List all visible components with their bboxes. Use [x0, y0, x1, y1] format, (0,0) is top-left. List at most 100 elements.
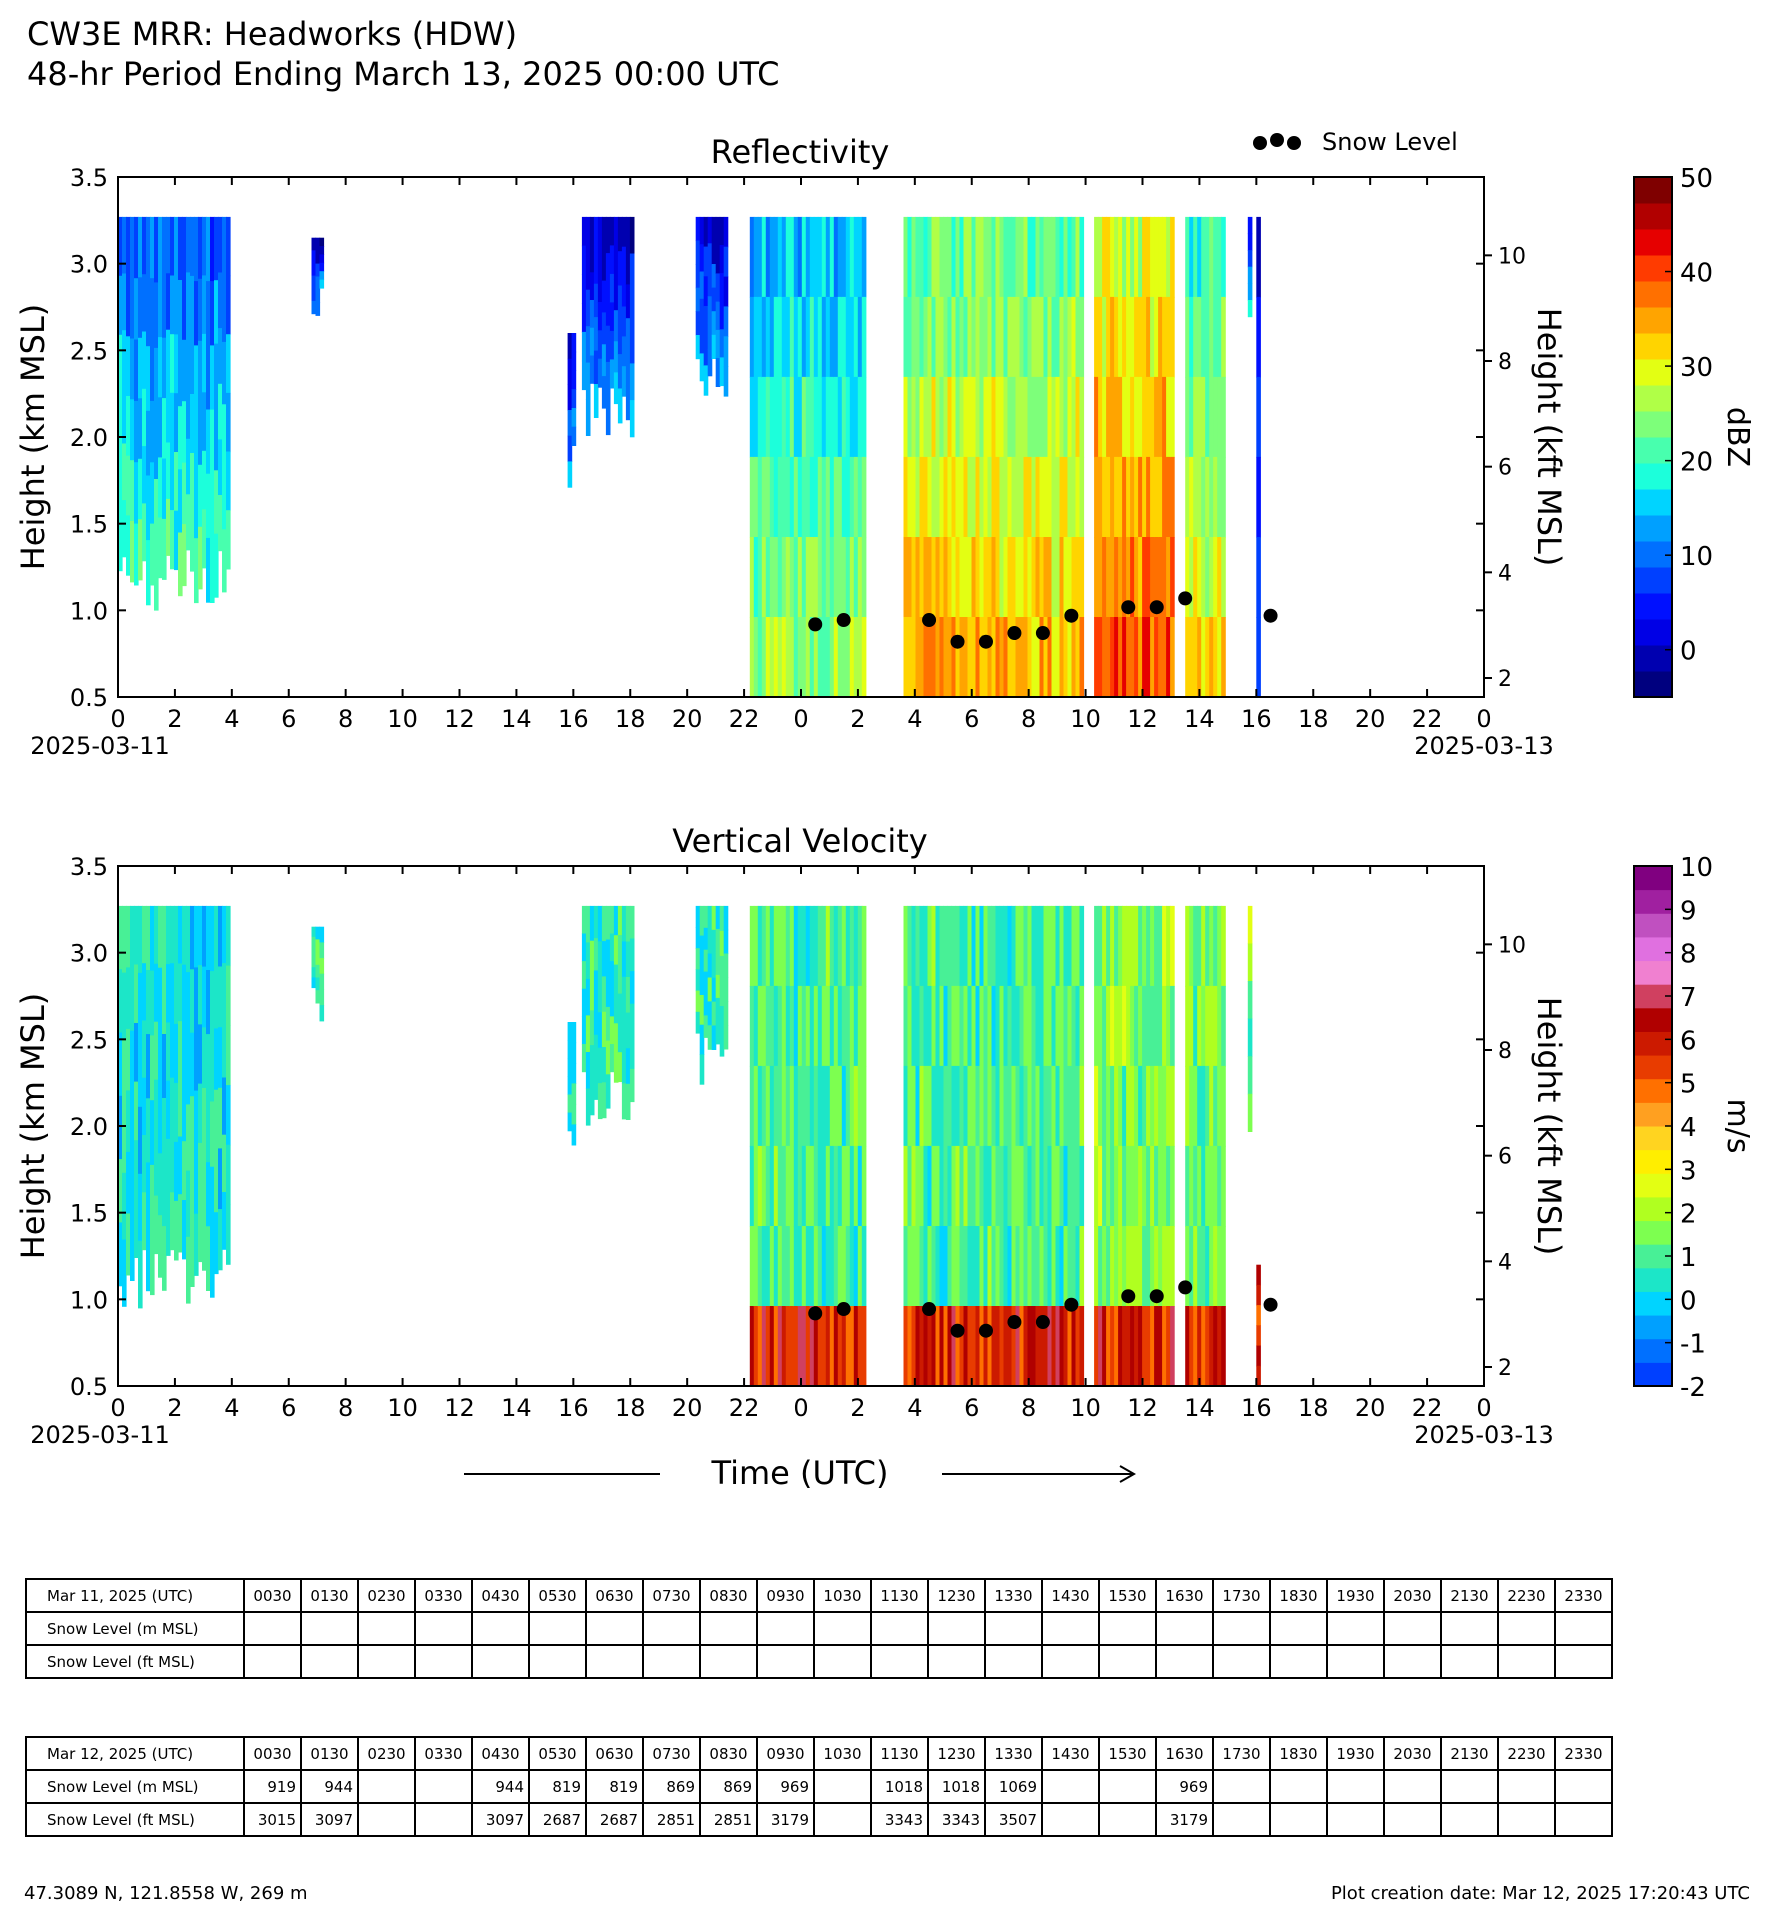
- table-cell: [1497, 1611, 1556, 1646]
- table-cell: [1326, 1611, 1385, 1646]
- x-tick-label: 0: [1476, 1394, 1491, 1422]
- y-axis-label: Height (km MSL): [14, 993, 52, 1260]
- table-cell: [1212, 1802, 1271, 1837]
- table-cell: 3179: [1155, 1802, 1214, 1837]
- table-cell: 2330: [1554, 1578, 1613, 1613]
- table-cell: [528, 1611, 587, 1646]
- y-tick-label: 0.5: [70, 684, 108, 712]
- y-right-tick-label: 10: [1498, 244, 1526, 269]
- x-tick-label: 6: [964, 705, 979, 733]
- x-tick-label: 12: [1127, 705, 1158, 733]
- table-cell: [300, 1644, 359, 1679]
- legend-marker: [1253, 136, 1267, 150]
- table-cell: 1630: [1155, 1578, 1214, 1613]
- colorbar-swatch: [1634, 567, 1672, 594]
- table-cell: [471, 1644, 530, 1679]
- y-tick-label: 2.0: [70, 1113, 108, 1141]
- snow-level-point: [808, 1306, 823, 1321]
- table-cell: 1230: [927, 1736, 986, 1771]
- colorbar-swatch: [1634, 255, 1672, 282]
- colorbar-swatch: [1634, 229, 1672, 256]
- table-cell: 0630: [585, 1578, 644, 1613]
- colorbar-tick-label: 10: [1680, 853, 1713, 883]
- snow-level-point: [922, 613, 937, 628]
- table-cell: 0930: [756, 1578, 815, 1613]
- table-header-row: Mar 12, 2025 (UTC) 0030 0130 0230 0330 0430 05…: [25, 1736, 1613, 1771]
- table-cell: [357, 1611, 416, 1646]
- y-tick-label: 1.5: [70, 1200, 108, 1228]
- x-axis-label: Time (UTC): [711, 1454, 889, 1492]
- table-cell: [1269, 1644, 1328, 1679]
- colorbar-swatch: [1634, 1267, 1672, 1292]
- table-cell: [642, 1611, 701, 1646]
- time-axis-label: Time (UTC): [464, 1454, 1137, 1492]
- x-tick-label: 18: [1298, 705, 1329, 733]
- colorbar-tick-label: 50: [1680, 164, 1713, 194]
- x-tick-label: 14: [1184, 705, 1215, 733]
- table-cell: [1041, 1611, 1100, 1646]
- colorbar-swatch: [1634, 645, 1672, 672]
- table-cell: 0430: [471, 1736, 530, 1771]
- colorbar-tick-label: 0: [1680, 1286, 1697, 1316]
- mrr-charts: Reflectivity 0.5 1.0 1.5 2.0 2.5 3.0 3.5 Height …: [14, 128, 1755, 1492]
- x-tick-label: 6: [281, 705, 296, 733]
- colorbar-swatch: [1634, 1196, 1672, 1222]
- snow-level-point: [1035, 626, 1050, 641]
- x-tick-label: 20: [672, 705, 703, 733]
- table-cell: 0530: [528, 1578, 587, 1613]
- table-cell: 1730: [1212, 1736, 1271, 1771]
- table-cell: 2687: [585, 1802, 644, 1837]
- colorbar-swatch: [1634, 1291, 1672, 1316]
- table-cell: [1326, 1644, 1385, 1679]
- y-tick-label: 0.5: [70, 1373, 108, 1401]
- table-cell: [1326, 1802, 1385, 1837]
- x-tick-label: 12: [444, 1394, 475, 1422]
- x-tick-label: 14: [501, 705, 532, 733]
- table-cell: 1830: [1269, 1736, 1328, 1771]
- table-cell: [1383, 1769, 1442, 1804]
- table-cell: [870, 1611, 929, 1646]
- y-tick-label: 3.0: [70, 251, 108, 279]
- colorbar: -2 -1 0 1 2 3 4 5 6 7 8 9 10: [1633, 853, 1713, 1403]
- colorbar-swatch: [1634, 385, 1672, 412]
- y-tick-label: 3.5: [70, 853, 108, 881]
- colorbar-swatch: [1634, 281, 1672, 308]
- table-cell: [813, 1611, 872, 1646]
- echo-segment: [1185, 905, 1226, 1386]
- x-tick-label: 20: [1355, 705, 1386, 733]
- x-tick-label: 2: [167, 1394, 182, 1422]
- echo-segment: [1094, 905, 1175, 1386]
- echo-segment: [567, 333, 577, 488]
- y-tick-label: 1.0: [70, 1286, 108, 1314]
- snow-level-point: [1263, 608, 1278, 623]
- x-tick-label: 0: [793, 1394, 808, 1422]
- echo-segment: [903, 905, 1085, 1386]
- table-cell: 0330: [414, 1578, 473, 1613]
- echo-segment: [118, 905, 231, 1309]
- colorbar-swatch: [1634, 307, 1672, 334]
- snow-level-legend: Snow Level: [1253, 128, 1458, 156]
- x-tick-label: 12: [1127, 1394, 1158, 1422]
- colorbar-swatch: [1634, 1220, 1672, 1245]
- colorbar-swatch: [1634, 1315, 1672, 1340]
- table-cell: 2230: [1497, 1578, 1556, 1613]
- colorbar-swatch: [1634, 437, 1672, 464]
- echo-segment: [581, 216, 635, 438]
- table-cell: 2130: [1440, 1578, 1499, 1613]
- table-cell: 1430: [1041, 1736, 1100, 1771]
- panel-title: Reflectivity: [711, 133, 890, 171]
- snow-level-point: [1149, 1289, 1164, 1304]
- table-cell: 1069: [984, 1769, 1043, 1804]
- x-tick-label: 0: [110, 705, 125, 733]
- table-cell: 919: [243, 1769, 302, 1804]
- colorbar-tick-label: 20: [1680, 448, 1713, 478]
- y-right-tick-label: 6: [1498, 1145, 1512, 1170]
- echo-segment: [1247, 216, 1253, 318]
- x-tick-label: 10: [387, 1394, 418, 1422]
- x-tick-label: 18: [615, 705, 646, 733]
- table-cell: 969: [756, 1769, 815, 1804]
- table-cell: [756, 1644, 815, 1679]
- y-tick-label: 2.5: [70, 337, 108, 365]
- colorbar-swatch: [1634, 333, 1672, 360]
- table-cell: [243, 1611, 302, 1646]
